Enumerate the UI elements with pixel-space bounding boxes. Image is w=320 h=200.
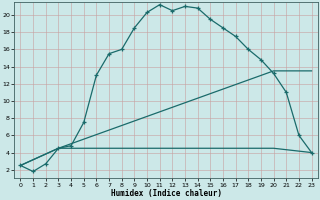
- X-axis label: Humidex (Indice chaleur): Humidex (Indice chaleur): [110, 189, 221, 198]
